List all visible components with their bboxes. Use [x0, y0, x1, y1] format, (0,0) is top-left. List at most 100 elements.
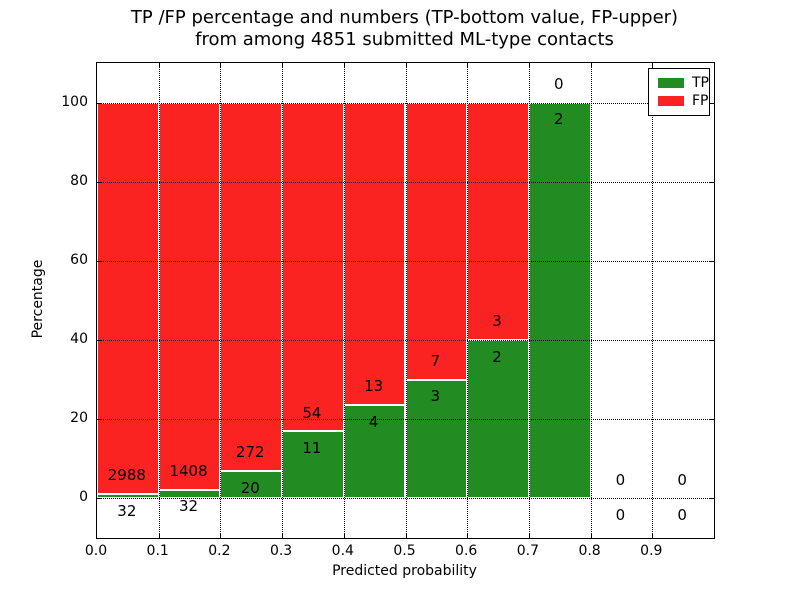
x-tick-label: 0.6 — [455, 543, 478, 559]
tp-bar-segment — [97, 494, 159, 499]
fp-count-label: 0 — [553, 74, 564, 93]
x-tick-label: 0.2 — [208, 543, 231, 559]
y-tick — [709, 340, 714, 342]
x-tick-label: 0.0 — [84, 543, 108, 559]
v-gridline — [590, 63, 592, 538]
y-tick — [97, 419, 102, 421]
tp-bar-segment — [282, 431, 344, 499]
y-tick — [709, 260, 714, 262]
chart-title-line2: from among 4851 submitted ML-type contac… — [195, 29, 614, 50]
x-tick — [405, 63, 407, 68]
fp-count-label: 1408 — [169, 461, 208, 480]
x-tick-label: 0.3 — [269, 543, 293, 559]
v-gridline — [405, 63, 407, 538]
plot-area: TP FP — [96, 62, 715, 539]
y-tick — [709, 102, 714, 104]
y-tick — [97, 181, 102, 183]
fp-count-label: 2988 — [107, 466, 146, 485]
x-tick — [343, 533, 345, 538]
tp-bar-segment — [528, 102, 591, 499]
fp-bar-segment — [158, 102, 221, 490]
fp-count-label: 0 — [615, 470, 626, 489]
tp-count-label: 20 — [240, 479, 260, 498]
x-tick — [590, 533, 592, 538]
v-gridline — [282, 63, 284, 538]
fp-count-label: 272 — [235, 443, 265, 462]
tp-count-label: 0 — [615, 506, 626, 525]
fp-count-label: 54 — [302, 403, 322, 422]
y-tick — [97, 102, 102, 104]
tp-count-label: 32 — [117, 502, 137, 521]
fp-count-label: 0 — [677, 470, 687, 489]
fp-count-label: 13 — [364, 377, 384, 396]
x-tick — [652, 533, 654, 538]
y-tick — [709, 419, 714, 421]
x-tick — [220, 533, 222, 538]
y-tick-label: 80 — [70, 172, 88, 189]
legend-row-fp: FP — [658, 92, 709, 110]
tp-count-label: 32 — [179, 497, 199, 516]
x-tick — [282, 63, 284, 68]
x-tick-label: 0.1 — [146, 543, 169, 559]
v-gridline — [220, 63, 222, 538]
x-tick-label: 0.5 — [393, 543, 416, 559]
fp-bar-segment — [467, 102, 529, 341]
v-gridline — [158, 63, 160, 538]
v-gridline — [528, 63, 530, 538]
v-gridline — [467, 63, 469, 538]
legend: TP FP — [648, 68, 710, 116]
y-tick — [97, 260, 102, 262]
y-tick-label: 40 — [70, 331, 88, 348]
legend-label-fp: FP — [692, 93, 709, 109]
tp-count-label: 2 — [553, 110, 564, 129]
x-axis-label: Predicted probability — [332, 563, 477, 579]
chart-title-line1: TP /FP percentage and numbers (TP-bottom… — [130, 7, 679, 28]
tp-count-label: 3 — [430, 387, 441, 406]
x-tick — [158, 63, 160, 68]
tp-bar-segment — [467, 340, 529, 499]
x-tick — [343, 63, 345, 68]
tp-count-label: 4 — [368, 413, 379, 432]
legend-swatch-tp-icon — [658, 78, 684, 88]
x-tick-label: 0.8 — [578, 543, 601, 559]
x-tick — [467, 63, 469, 68]
y-tick-label: 20 — [70, 410, 88, 427]
y-tick-label: 0 — [79, 489, 88, 506]
x-tick-label: 0.4 — [331, 543, 354, 559]
x-tick — [590, 63, 592, 68]
x-tick-label: 0.7 — [516, 543, 540, 559]
x-tick — [405, 533, 407, 538]
x-tick — [528, 63, 530, 68]
x-tick — [467, 533, 469, 538]
tp-bar-segment — [343, 405, 406, 499]
y-axis-label: Percentage — [30, 259, 46, 339]
x-tick — [158, 533, 160, 538]
y-tick — [709, 498, 714, 500]
y-tick — [709, 181, 714, 183]
v-gridline — [652, 63, 654, 538]
fp-bar-segment — [405, 102, 468, 380]
legend-swatch-fp-icon — [658, 96, 684, 106]
tp-count-label: 11 — [302, 439, 322, 458]
v-gridline — [343, 63, 345, 538]
legend-label-tp: TP — [692, 75, 709, 91]
fp-bar-segment — [343, 102, 406, 406]
x-tick — [528, 533, 530, 538]
y-tick — [97, 498, 102, 500]
tp-count-label: 2 — [492, 347, 502, 366]
x-tick — [282, 533, 284, 538]
y-tick — [97, 340, 102, 342]
fp-bar-segment — [282, 102, 344, 432]
x-tick-label: 0.9 — [640, 543, 663, 559]
fp-bar-segment — [220, 102, 283, 472]
x-tick — [220, 63, 222, 68]
fp-count-label: 3 — [492, 312, 502, 331]
y-tick-label: 100 — [61, 93, 88, 110]
chart-title: TP /FP percentage and numbers (TP-bottom… — [96, 7, 713, 51]
tp-count-label: 0 — [677, 506, 687, 525]
fp-bar-segment — [97, 102, 159, 495]
fp-count-label: 7 — [430, 351, 441, 370]
x-tick — [652, 63, 654, 68]
legend-row-tp: TP — [658, 74, 709, 92]
